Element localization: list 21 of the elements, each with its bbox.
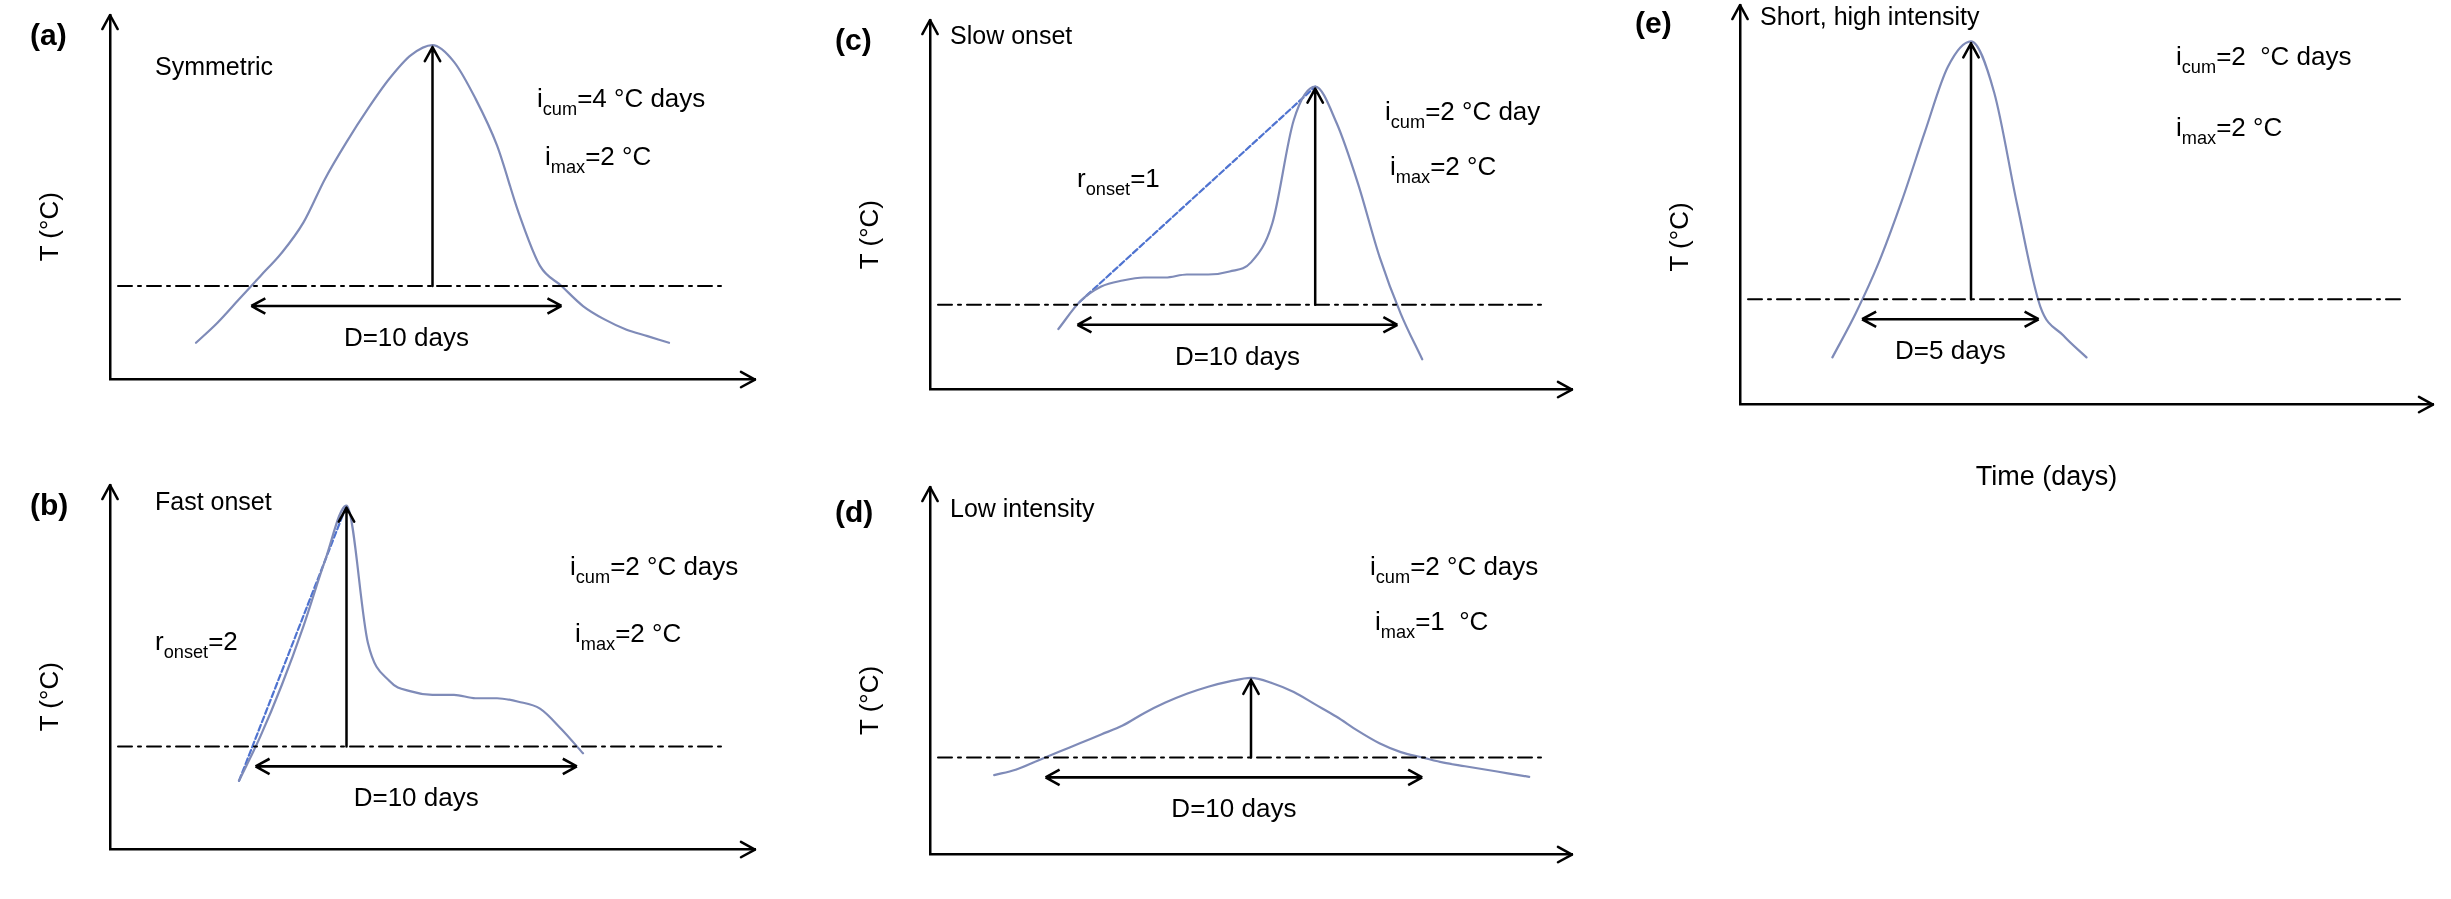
chart-title: (a)	[30, 18, 67, 51]
chart-title: (e)	[1635, 6, 1672, 39]
y-axis-title: T (°C)	[34, 192, 64, 262]
annotation: D=5 days	[1895, 335, 2006, 366]
x-axis-title: Time (days)	[1975, 460, 2118, 491]
y-axis-title: T (°C)	[1664, 202, 1694, 272]
annotation: D=10 days	[353, 782, 479, 813]
y-axis-title: T (°C)	[854, 200, 884, 270]
chart-title: (d)	[835, 495, 874, 528]
annotation: D=10 days	[1174, 340, 1300, 371]
chart-title: (b)	[30, 488, 69, 521]
chart-subtitle: Low intensity	[950, 494, 1096, 522]
chart-subtitle: Symmetric	[155, 52, 274, 80]
chart-subtitle: Slow onset	[950, 21, 1073, 49]
y-axis-title: T (°C)	[854, 665, 884, 736]
annotation: D=10 days	[1171, 793, 1297, 824]
chart-subtitle: Short, high intensity	[1760, 2, 1981, 30]
chart-title: (c)	[835, 23, 872, 56]
y-axis-title: T (°C)	[34, 662, 64, 732]
chart-subtitle: Fast onset	[155, 487, 272, 515]
annotation: D=10 days	[343, 321, 469, 352]
